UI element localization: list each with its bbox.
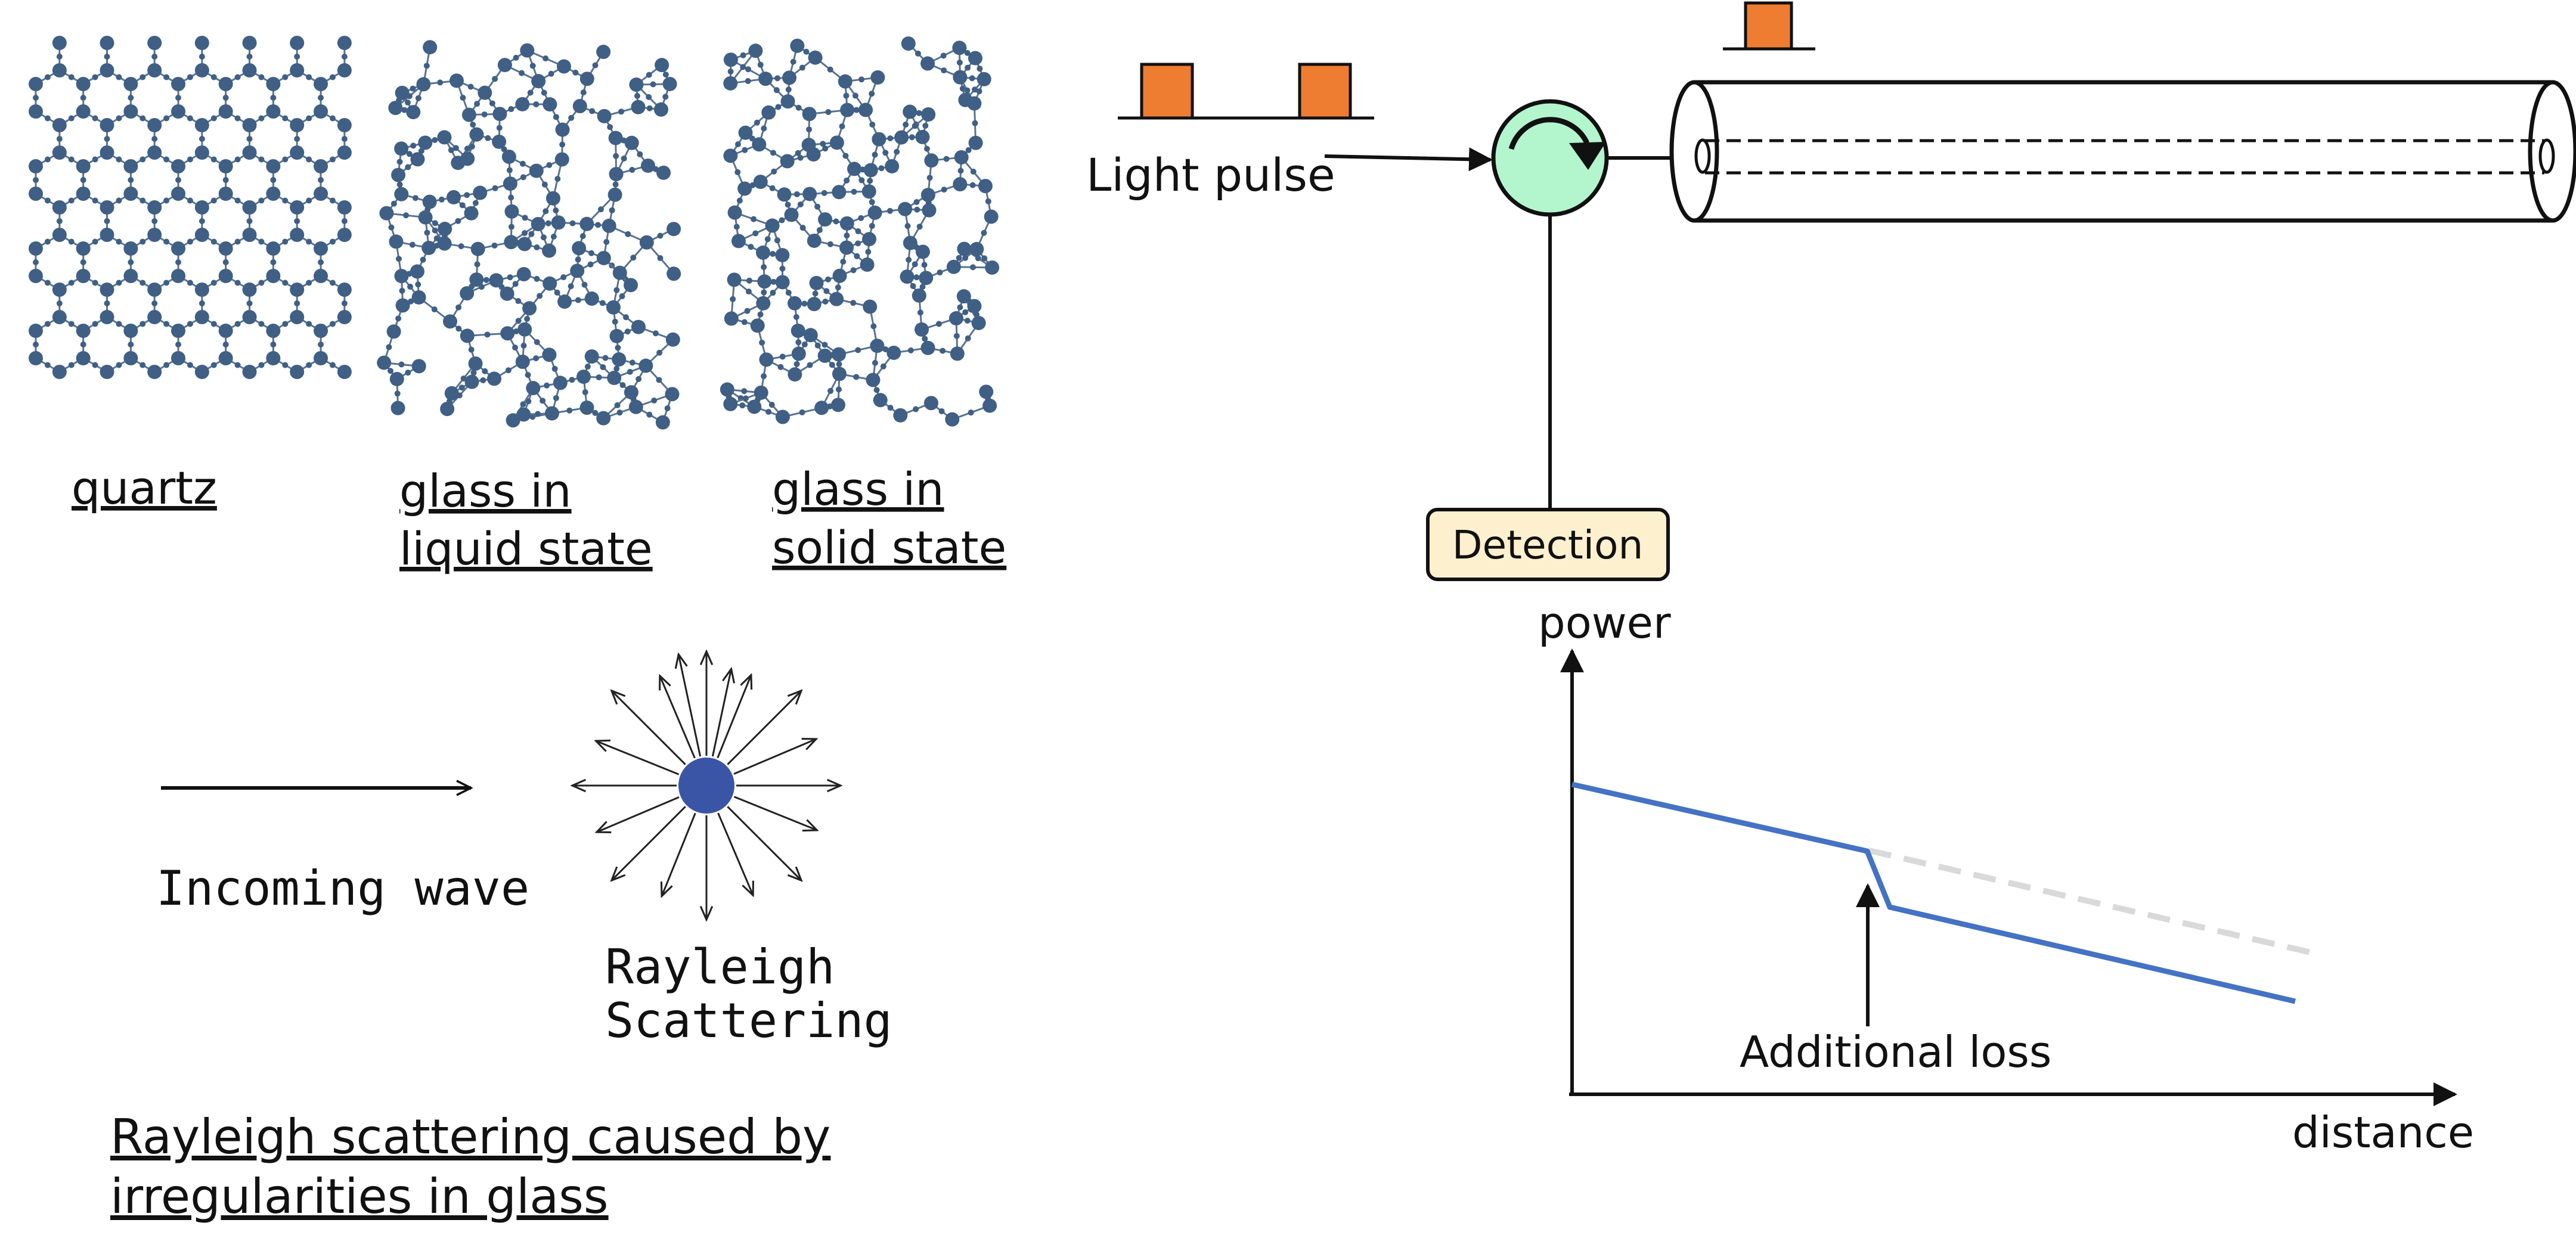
additional-loss-label: Additional loss [1740,1027,2051,1077]
measured-trace [1571,781,2296,1004]
solid-glass-label-line1: glass in [772,463,944,516]
rayleigh-label-line2: Scattering [605,993,892,1048]
light-pulse-label: Light pulse [1086,148,1335,201]
quartz-lattice [29,36,352,379]
liquid-glass-label-line1: glass in [399,464,572,517]
solid-glass-label-line2: solid state [772,521,1006,574]
pulse-to-circulator-arrow [1324,147,1493,172]
detection-box: Detection [1426,508,1670,581]
detection-label: Detection [1452,522,1644,568]
solid-glass-lattice [720,36,1000,427]
reference-trace [1868,848,2317,957]
rayleigh-caption-line1: Rayleigh scattering caused by [110,1109,830,1165]
distance-axis-label: distance [2292,1107,2474,1157]
scattering-particle [678,758,734,814]
pulse-train [1118,63,1374,120]
liquid-glass-label-line2: liquid state [399,522,653,575]
rayleigh-label-line1: Rayleigh [605,939,835,995]
circulator [1491,99,1609,217]
scattering-arrows [572,651,841,920]
fiber-cable [1669,80,2576,223]
rayleigh-caption-line2: irregularities in glass [110,1169,609,1224]
traveling-pulse [1723,1,1815,51]
quartz-label: quartz [72,461,217,514]
circulator-arrow-icon [1508,117,1590,150]
incoming-wave-label: Incoming wave [156,861,529,916]
pulse-1 [1140,63,1194,120]
liquid-glass-lattice [377,40,681,430]
power-axis-label: power [1538,598,1671,648]
pulse-2 [1298,63,1352,120]
